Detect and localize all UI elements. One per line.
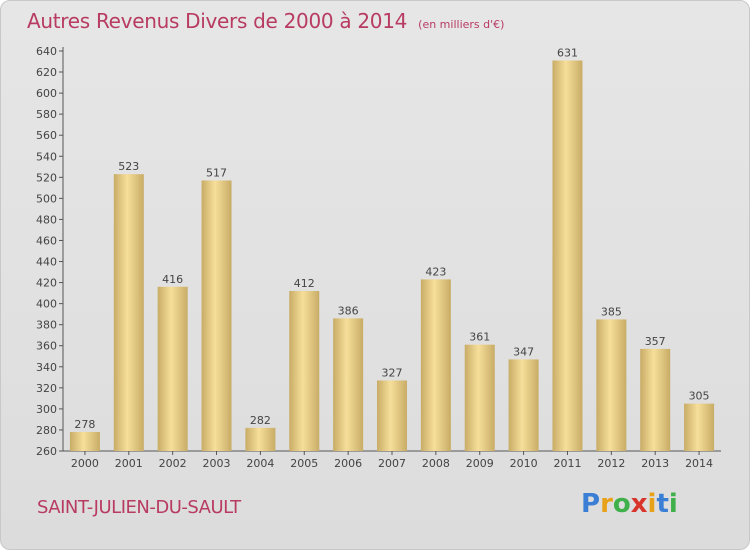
bar-2004 — [245, 427, 276, 451]
y-tick-label: 320 — [36, 382, 57, 395]
x-tick-label: 2012 — [597, 457, 625, 470]
y-tick-label: 580 — [36, 108, 57, 121]
y-tick-label: 460 — [36, 234, 57, 247]
y-tick-label: 640 — [36, 45, 57, 58]
y-tick-label: 560 — [36, 129, 57, 142]
bar-2006 — [333, 318, 364, 451]
x-tick-label: 2008 — [422, 457, 450, 470]
data-label-2001: 523 — [118, 160, 139, 173]
x-tick-label: 2002 — [159, 457, 187, 470]
chart-title-block: Autres Revenus Divers de 2000 à 2014 (en… — [27, 9, 504, 33]
y-tick-label: 340 — [36, 361, 57, 374]
data-label-2000: 278 — [74, 418, 95, 431]
chart-subtitle: (en milliers d'€) — [418, 18, 505, 31]
y-tick-label: 540 — [36, 150, 57, 163]
logo-letter: i — [668, 489, 678, 519]
bar-2002 — [157, 286, 188, 451]
bar-2009 — [464, 344, 495, 451]
y-tick-label: 300 — [36, 403, 57, 416]
bar-2003 — [201, 180, 232, 451]
data-label-2004: 282 — [250, 414, 271, 427]
x-tick-label: 2003 — [203, 457, 231, 470]
x-tick-label: 2013 — [641, 457, 669, 470]
x-tick-label: 2010 — [510, 457, 538, 470]
x-tick-label: 2000 — [71, 457, 99, 470]
data-label-2011: 631 — [557, 46, 578, 59]
y-tick-label: 360 — [36, 340, 57, 353]
data-label-2005: 412 — [294, 277, 315, 290]
bar-2014 — [684, 403, 715, 451]
city-name: SAINT-JULIEN-DU-SAULT — [37, 497, 241, 518]
chart-data-labels: 278 523 416 517 282 412 386 327 423 361 347 631 385 3… — [74, 46, 709, 431]
bar-2012 — [596, 319, 627, 451]
y-tick-label: 480 — [36, 213, 57, 226]
data-label-2014: 305 — [689, 390, 710, 403]
data-label-2008: 423 — [425, 265, 446, 278]
y-tick-label: 500 — [36, 192, 57, 205]
bar-2010 — [508, 359, 539, 451]
y-tick-label: 520 — [36, 171, 57, 184]
chart-bars — [69, 60, 715, 451]
data-label-2007: 327 — [382, 366, 403, 379]
bar-2005 — [289, 291, 320, 451]
logo-letter: P — [581, 489, 601, 519]
x-tick-label: 2007 — [378, 457, 406, 470]
logo-letter: o — [612, 489, 631, 519]
proxiti-logo: Proxiti — [581, 489, 678, 519]
y-tick-label: 260 — [36, 445, 57, 458]
bar-2013 — [640, 348, 671, 451]
y-tick-label: 420 — [36, 277, 57, 290]
bar-2001 — [113, 174, 144, 451]
data-label-2013: 357 — [645, 335, 666, 348]
x-tick-label: 2005 — [290, 457, 318, 470]
y-tick-label: 600 — [36, 87, 57, 100]
logo-letter: r — [600, 489, 613, 519]
bar-2008 — [420, 279, 451, 451]
y-tick-label: 400 — [36, 298, 57, 311]
bar-2011 — [552, 60, 583, 451]
x-tick-label: 2004 — [246, 457, 274, 470]
data-label-2009: 361 — [469, 331, 490, 344]
x-tick-label: 2001 — [115, 457, 143, 470]
data-label-2006: 386 — [338, 304, 359, 317]
data-label-2012: 385 — [601, 305, 622, 318]
bar-2000 — [69, 432, 100, 451]
data-label-2002: 416 — [162, 273, 183, 286]
x-tick-label: 2014 — [685, 457, 713, 470]
x-tick-label: 2006 — [334, 457, 362, 470]
data-label-2003: 517 — [206, 166, 227, 179]
bar-2007 — [377, 380, 407, 451]
y-tick-label: 280 — [36, 424, 57, 437]
chart-title: Autres Revenus Divers de 2000 à 2014 — [27, 9, 408, 33]
x-tick-label: 2011 — [553, 457, 581, 470]
y-tick-label: 620 — [36, 66, 57, 79]
logo-letter: x — [630, 489, 648, 519]
logo-letter: t — [656, 489, 669, 519]
x-tick-label: 2009 — [466, 457, 494, 470]
y-tick-label: 380 — [36, 319, 57, 332]
y-tick-label: 440 — [36, 256, 57, 269]
logo-letter: i — [647, 489, 657, 519]
data-label-2010: 347 — [513, 345, 534, 358]
chart-axes: 260 280 300 320 340 360 380 400 420 440 460 480 500 5… — [36, 45, 721, 470]
